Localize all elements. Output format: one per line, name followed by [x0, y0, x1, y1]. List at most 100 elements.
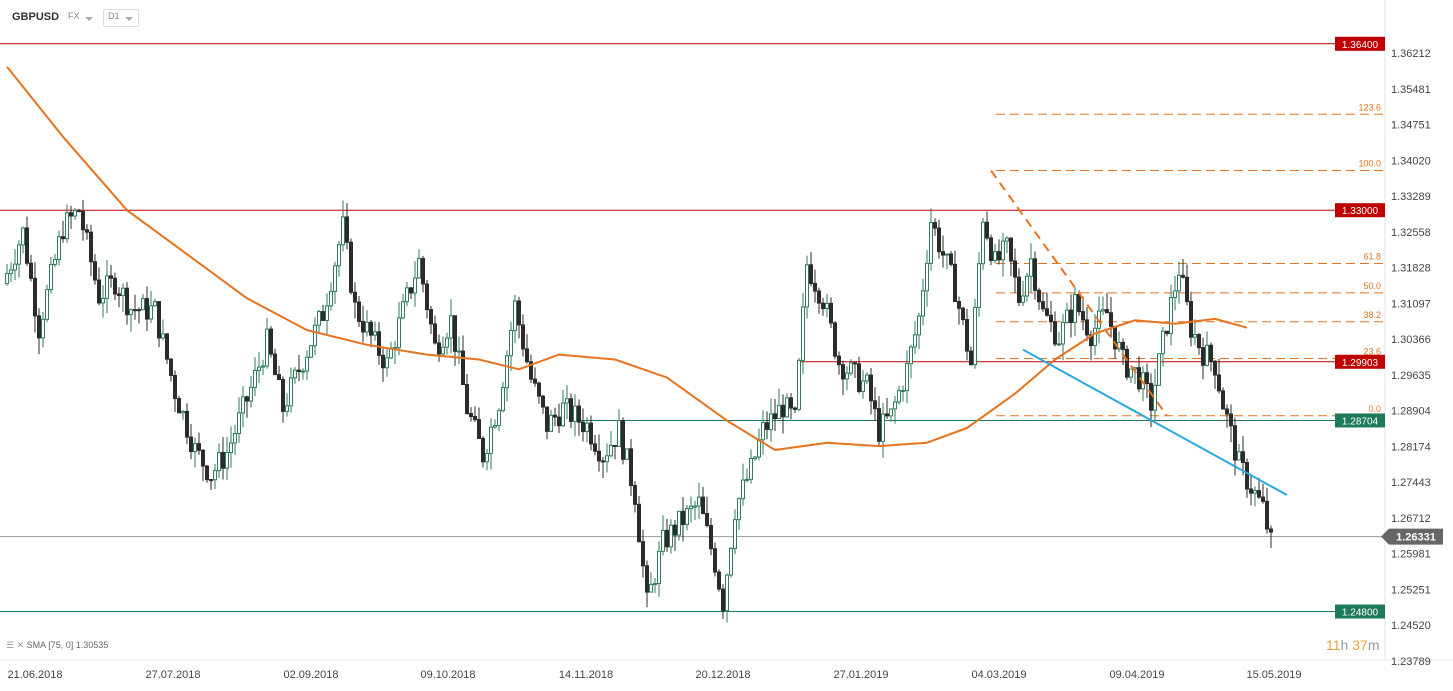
candle-body [61, 236, 65, 240]
candle-body [577, 405, 581, 423]
candle-body [909, 346, 913, 365]
y-tick-label-0: 1.36212 [1391, 48, 1431, 60]
candle-body [85, 229, 89, 233]
candle-body [609, 444, 613, 457]
current-price-tag-bg [1381, 528, 1443, 545]
candle-body [861, 380, 865, 392]
candle-body [1161, 330, 1165, 355]
candle-body [597, 450, 601, 462]
candle-body [233, 433, 237, 444]
level-tag-bg-4 [1335, 604, 1385, 619]
candle-body [981, 221, 985, 265]
candle-body [1025, 275, 1029, 297]
candle-body [929, 222, 933, 264]
candle-body [141, 298, 145, 311]
timeframe-dropdown[interactable] [103, 9, 139, 27]
candle-body [69, 212, 73, 217]
candle-body [1093, 327, 1097, 347]
candle-body [189, 436, 193, 452]
candle-body [853, 362, 857, 365]
indicator-settings-icon[interactable]: ☰ [6, 640, 15, 650]
timeframe-chevron-down-icon[interactable] [125, 17, 133, 21]
candle-body [1129, 368, 1133, 378]
candle-body [1197, 334, 1201, 349]
candle-body [669, 524, 673, 548]
level-price-tags: 1.36400 1.33000 1.29903 1.28704 1.24800 1.263… [1335, 36, 1443, 619]
candle-body [425, 283, 429, 311]
fib-label-2: 61.8 [1363, 252, 1381, 262]
candle-body [1209, 344, 1213, 362]
candle-body [1001, 240, 1005, 261]
x-tick-label-6: 27.01.2019 [833, 669, 888, 681]
candle-body [1261, 496, 1265, 502]
candle-body [761, 422, 765, 441]
candle-body [349, 241, 353, 293]
y-tick-label-5: 1.32558 [1391, 227, 1431, 239]
candle-body [1201, 347, 1205, 366]
candle-body [789, 397, 793, 409]
y-tick-label-3: 1.34020 [1391, 155, 1431, 167]
candle-body [685, 508, 689, 525]
candle-body [1189, 301, 1193, 338]
candle-body [725, 574, 729, 612]
candle-body [1205, 344, 1209, 366]
candle-body [1065, 309, 1069, 324]
candle-body [889, 408, 893, 417]
level-tag-bg-2 [1335, 354, 1385, 369]
candle-body [153, 301, 157, 307]
countdown-minutes: 37 [1352, 637, 1368, 653]
candle-body [1045, 308, 1049, 316]
candle-body [1061, 322, 1065, 345]
candle-body [945, 253, 949, 256]
price-axis: 1.36212 1.35481 1.34751 1.34020 1.33289 1.325… [1391, 48, 1431, 668]
candle-body [593, 443, 597, 452]
candle-body [553, 414, 557, 418]
candle-body [985, 221, 989, 239]
candle-countdown: 11h 37m [1326, 637, 1379, 653]
fib-label-3: 50.0 [1363, 281, 1381, 291]
fib-label-1: 100.0 [1358, 159, 1381, 169]
y-tick-label-7: 1.31097 [1391, 298, 1431, 310]
fib-label-5: 23.6 [1363, 346, 1381, 356]
candle-body [161, 333, 165, 339]
candle-body [1069, 309, 1073, 323]
candle-body [505, 355, 509, 389]
candle-body [433, 323, 437, 344]
candle-body [401, 301, 405, 319]
candle-body [497, 410, 501, 427]
candle-body [953, 263, 957, 303]
candle-body [997, 251, 1001, 261]
candle-body [361, 320, 365, 333]
candle-body [365, 321, 369, 333]
candle-body [313, 324, 317, 347]
candle-body [633, 485, 637, 505]
candle-body [45, 289, 49, 320]
market-dropdown[interactable]: FX [68, 11, 80, 21]
candle-body [1241, 451, 1245, 463]
candle-body [325, 305, 329, 321]
level-tag-bg-3 [1335, 413, 1385, 428]
candle-body [1085, 319, 1089, 336]
timeframe-label[interactable]: D1 [108, 11, 120, 21]
candle-body [285, 405, 289, 412]
candle-body [881, 413, 885, 442]
fib-label-0: 123.6 [1358, 102, 1381, 112]
candle-body [521, 324, 525, 350]
market-chevron-down-icon[interactable] [85, 17, 93, 21]
candle-body [493, 425, 497, 428]
downtrend-line [1022, 348, 1288, 496]
candle-body [1121, 341, 1125, 350]
candle-body [785, 397, 789, 418]
candle-body [29, 262, 33, 279]
candle-body [689, 505, 693, 510]
candle-body [977, 263, 981, 308]
candle-body [1081, 311, 1085, 321]
indicator-close-icon[interactable]: ✕ [16, 640, 25, 650]
candle-body [773, 413, 777, 420]
candle-body [245, 396, 249, 402]
candle-body [749, 458, 753, 480]
candle-body [201, 449, 205, 467]
candle-body [649, 583, 653, 593]
symbol-label[interactable]: GBPUSD [12, 11, 60, 23]
